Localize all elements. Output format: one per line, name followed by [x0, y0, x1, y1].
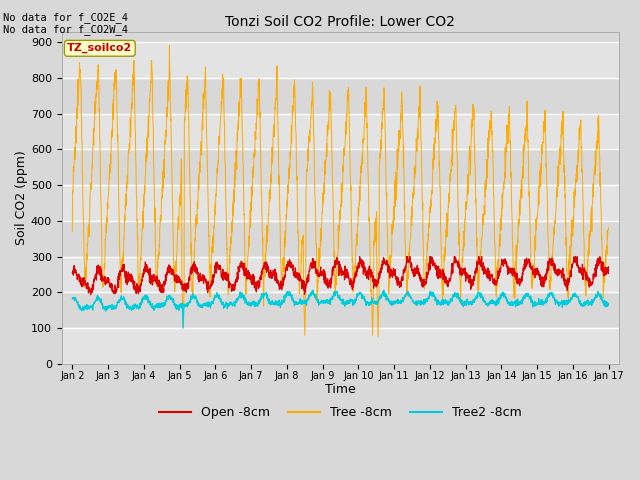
Bar: [61, 42, 620, 78]
X-axis label: Time: Time: [325, 383, 356, 396]
Text: TZ_soilco2: TZ_soilco2: [67, 43, 132, 53]
Bar: [61, 257, 620, 292]
Bar: [61, 185, 620, 221]
Legend: Open -8cm, Tree -8cm, Tree2 -8cm: Open -8cm, Tree -8cm, Tree2 -8cm: [154, 401, 526, 424]
Bar: [61, 114, 620, 149]
Text: No data for f_CO2E_4
No data for f_CO2W_4: No data for f_CO2E_4 No data for f_CO2W_…: [3, 12, 128, 36]
Y-axis label: Soil CO2 (ppm): Soil CO2 (ppm): [15, 150, 28, 245]
Title: Tonzi Soil CO2 Profile: Lower CO2: Tonzi Soil CO2 Profile: Lower CO2: [225, 15, 456, 29]
Bar: [61, 328, 620, 364]
